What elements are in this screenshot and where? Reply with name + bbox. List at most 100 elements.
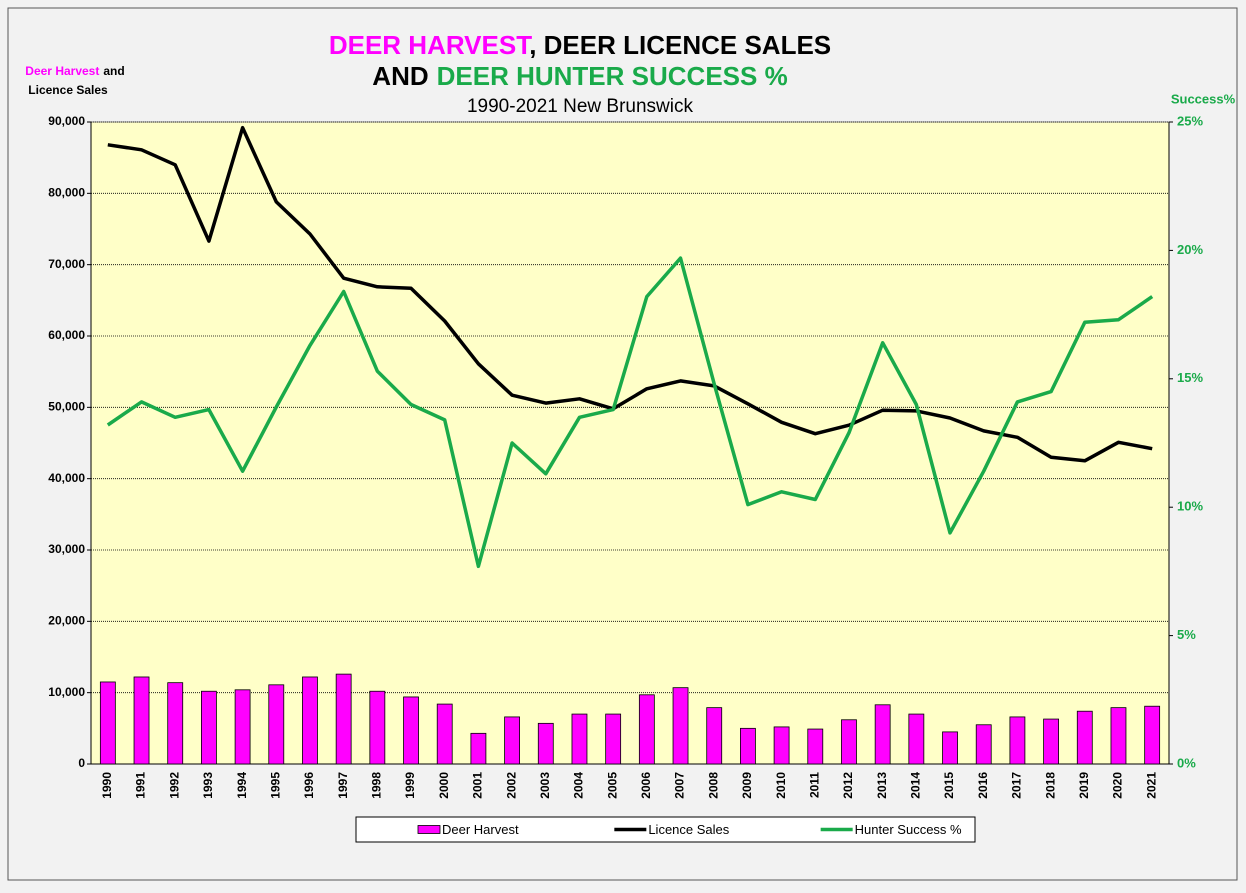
bar bbox=[975, 724, 992, 765]
x-tick-label: 2007 bbox=[673, 772, 687, 799]
bar bbox=[672, 687, 689, 765]
bar bbox=[99, 681, 116, 765]
bar bbox=[605, 713, 622, 765]
bar bbox=[504, 716, 520, 765]
bar bbox=[335, 673, 352, 765]
x-tick-label: 1999 bbox=[403, 772, 417, 799]
y-tick-label: 0 bbox=[78, 756, 85, 770]
x-tick-label: 1994 bbox=[235, 772, 249, 799]
x-tick-label: 1992 bbox=[167, 772, 181, 799]
bar bbox=[908, 713, 925, 765]
x-tick-label: 1991 bbox=[134, 772, 148, 799]
x-tick-label: 2001 bbox=[471, 772, 485, 799]
bar bbox=[1144, 705, 1161, 765]
legend-label: Licence Sales bbox=[648, 822, 729, 837]
bar bbox=[167, 682, 184, 765]
x-tick-label: 2016 bbox=[976, 772, 990, 799]
x-tick-label: 2002 bbox=[504, 772, 518, 799]
bar bbox=[1043, 718, 1059, 765]
x-tick-label: 2015 bbox=[942, 772, 956, 799]
bar bbox=[638, 694, 655, 765]
y-tick-label: 60,000 bbox=[48, 328, 85, 342]
y-label-part: and bbox=[103, 64, 124, 78]
line bbox=[107, 125, 1153, 463]
x-tick-label: 2004 bbox=[572, 772, 586, 799]
title-line-2: AND DEER HUNTER SUCCESS % bbox=[372, 61, 787, 91]
y-tick-label: 70,000 bbox=[48, 257, 85, 271]
x-tick-label: 2005 bbox=[605, 772, 619, 799]
subtitle: 1990-2021 New Brunswick bbox=[467, 96, 694, 117]
bar bbox=[436, 703, 453, 765]
x-tick-label: 2013 bbox=[875, 772, 889, 799]
y-tick-label: 50,000 bbox=[48, 400, 85, 414]
x-tick-label: 1993 bbox=[201, 772, 215, 799]
x-tick-label: 2008 bbox=[706, 772, 720, 799]
y-label-part: Licence Sales bbox=[28, 83, 108, 97]
x-tick-label: 1996 bbox=[302, 772, 316, 799]
bar bbox=[571, 713, 588, 765]
legend-label: Deer Harvest bbox=[442, 822, 519, 837]
y2-tick-label: 20% bbox=[1177, 242, 1203, 257]
x-tick-label: 2006 bbox=[639, 772, 653, 799]
y-tick-label: 90,000 bbox=[48, 114, 85, 128]
y-tick-label: 80,000 bbox=[48, 186, 85, 200]
y2-axis-label: Success% bbox=[1171, 91, 1236, 106]
title-part: DEER HARVEST bbox=[329, 30, 532, 60]
bar bbox=[1076, 710, 1093, 765]
x-tick-label: 2009 bbox=[740, 772, 754, 799]
bar bbox=[133, 676, 150, 765]
y-tick-label: 40,000 bbox=[48, 471, 85, 485]
y-label-part: Deer Harvest bbox=[25, 64, 99, 78]
y-tick-label: 30,000 bbox=[48, 542, 85, 556]
legend bbox=[355, 816, 976, 843]
x-tick-label: 2014 bbox=[909, 772, 923, 799]
y-tick-label: 10,000 bbox=[48, 685, 85, 699]
plot-area bbox=[90, 121, 1170, 765]
bar bbox=[537, 722, 554, 765]
bar bbox=[874, 704, 891, 765]
bar bbox=[470, 732, 487, 765]
bar bbox=[302, 676, 318, 765]
title-line-1: DEER HARVEST, DEER LICENCE SALES bbox=[329, 30, 831, 60]
x-tick-label: 2020 bbox=[1111, 772, 1125, 799]
bar bbox=[1110, 707, 1127, 765]
bar bbox=[403, 696, 419, 765]
y2-tick-label: 25% bbox=[1177, 113, 1203, 128]
title-part: , DEER LICENCE SALES bbox=[529, 30, 831, 60]
y-axis-label: Deer Harvest and bbox=[25, 64, 124, 78]
bar bbox=[369, 690, 386, 765]
y2-tick-label: 15% bbox=[1177, 370, 1203, 385]
x-tick-label: 2011 bbox=[807, 772, 821, 798]
title-part: DEER HUNTER SUCCESS % bbox=[437, 61, 788, 91]
legend-label: Hunter Success % bbox=[855, 822, 962, 837]
x-tick-label: 1997 bbox=[336, 772, 350, 799]
x-tick-label: 1995 bbox=[268, 772, 282, 799]
x-tick-label: 2012 bbox=[841, 772, 855, 799]
bar bbox=[841, 719, 857, 765]
y-axis-label: Licence Sales bbox=[28, 83, 108, 97]
line bbox=[106, 256, 1154, 569]
x-tick-label: 2019 bbox=[1077, 772, 1091, 799]
x-tick-label: 2018 bbox=[1043, 772, 1057, 799]
title-part: AND bbox=[372, 61, 428, 91]
x-tick-label: 2017 bbox=[1010, 772, 1024, 799]
bar bbox=[706, 707, 723, 765]
bar bbox=[268, 684, 285, 765]
y2-tick-label: 10% bbox=[1177, 499, 1203, 514]
legend-swatch bbox=[417, 825, 441, 834]
x-tick-label: 1990 bbox=[100, 772, 114, 799]
bar bbox=[807, 728, 824, 765]
x-tick-label: 2000 bbox=[437, 772, 451, 799]
bar bbox=[740, 727, 756, 765]
bar bbox=[942, 731, 958, 765]
x-tick-label: 2010 bbox=[774, 772, 788, 799]
bar bbox=[201, 690, 217, 765]
y-tick-label: 20,000 bbox=[48, 614, 85, 628]
y2-tick-label: 0% bbox=[1177, 755, 1196, 770]
bar bbox=[1009, 716, 1026, 765]
x-tick-label: 1998 bbox=[370, 772, 384, 799]
bar bbox=[773, 726, 790, 765]
bar bbox=[234, 689, 251, 765]
